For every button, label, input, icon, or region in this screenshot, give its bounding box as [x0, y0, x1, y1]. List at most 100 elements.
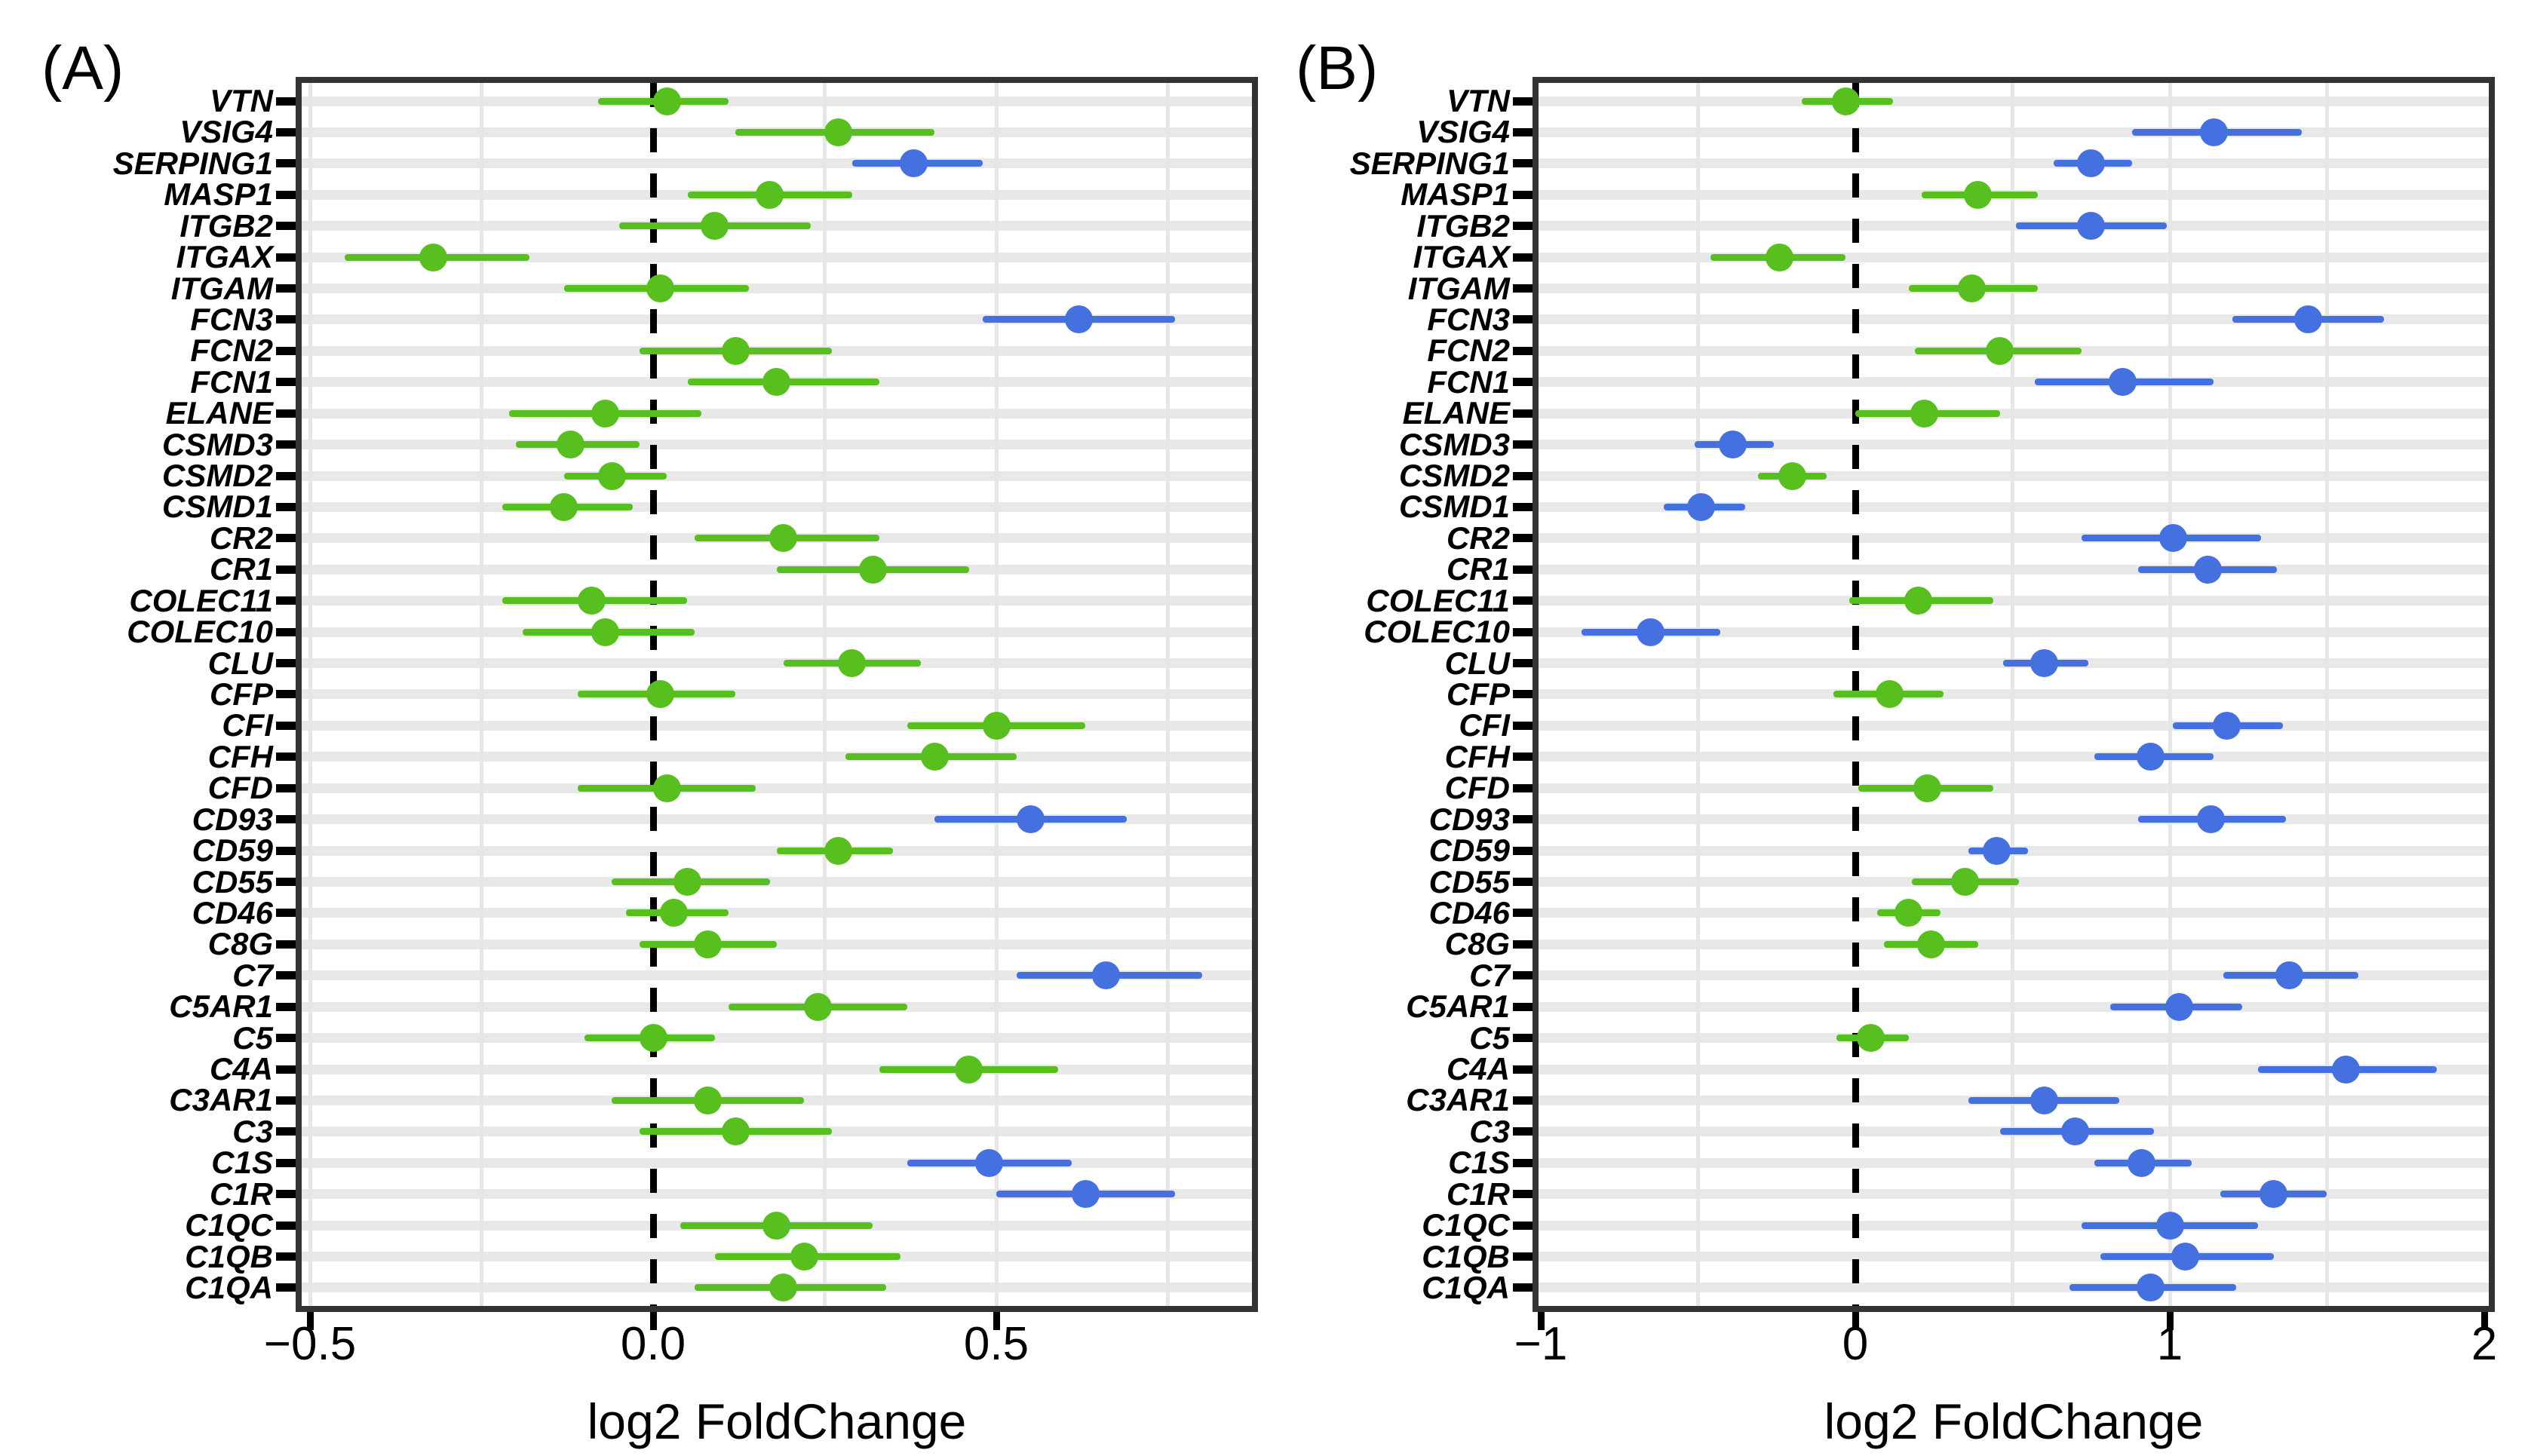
- gene-label: CSMD3: [1398, 426, 1510, 462]
- gene-label: CFH: [1444, 738, 1510, 774]
- gene-label: C1QC: [185, 1207, 273, 1243]
- gene-label: CSMD2: [161, 458, 273, 494]
- row-stripe: [302, 158, 1252, 169]
- data-point: [2155, 1211, 2184, 1240]
- panel-a-tag: (A): [41, 34, 124, 103]
- y-axis-tick: [276, 1252, 296, 1261]
- y-axis-tick: [276, 596, 296, 605]
- gene-label: ITGB2: [179, 207, 273, 244]
- x-tick-label: 2: [2471, 1318, 2498, 1370]
- row-stripe: [302, 596, 1252, 606]
- y-axis-tick: [276, 1190, 296, 1199]
- y-axis-tick: [1513, 1002, 1532, 1011]
- gene-label: C1S: [211, 1145, 273, 1181]
- y-axis-tick: [1513, 502, 1532, 511]
- y-axis-tick: [276, 534, 296, 543]
- y-axis-tick: [276, 222, 296, 231]
- y-axis-tick: [1513, 159, 1532, 168]
- y-axis-tick: [1513, 284, 1532, 293]
- row-stripe: [302, 1033, 1252, 1044]
- gene-label: FCN2: [1427, 333, 1510, 369]
- y-axis-tick: [276, 1158, 296, 1167]
- y-axis-tick: [276, 502, 296, 511]
- y-axis-tick: [1513, 1034, 1532, 1043]
- data-point: [1916, 930, 1945, 958]
- data-point: [955, 1055, 983, 1084]
- y-axis-tick: [1513, 815, 1532, 824]
- data-point: [591, 399, 619, 428]
- row-stripe: [302, 658, 1252, 669]
- y-axis-tick: [276, 284, 296, 293]
- x-axis-tick: [2166, 1312, 2174, 1330]
- data-point: [652, 774, 681, 802]
- data-point: [769, 524, 798, 553]
- gene-label: C1S: [1448, 1145, 1510, 1181]
- data-point: [2293, 305, 2322, 334]
- y-axis-tick: [276, 627, 296, 636]
- data-point: [769, 1274, 798, 1302]
- y-axis-tick: [1513, 97, 1532, 106]
- gene-label: COLEC11: [1366, 582, 1510, 618]
- data-point: [577, 587, 606, 615]
- gene-label: C3: [1469, 1113, 1510, 1149]
- gene-label: ITGAX: [176, 239, 273, 275]
- gene-label: VTN: [1447, 83, 1510, 118]
- data-point: [1831, 87, 1860, 115]
- y-axis-tick: [1513, 909, 1532, 918]
- row-stripe: [302, 752, 1252, 762]
- row-stripe: [302, 627, 1252, 637]
- gene-label: ITGAM: [1407, 270, 1510, 306]
- gene-label: CSMD2: [1398, 458, 1510, 494]
- gene-label: CD55: [1428, 863, 1510, 900]
- y-axis-tick: [276, 315, 296, 324]
- gene-label: CD46: [192, 894, 273, 930]
- y-axis-tick: [276, 971, 296, 980]
- gene-label: CD93: [192, 801, 273, 837]
- y-axis-tick: [276, 721, 296, 730]
- data-point: [762, 1211, 791, 1240]
- y-axis-tick: [1513, 878, 1532, 886]
- data-point: [557, 431, 585, 459]
- y-axis-tick: [1513, 753, 1532, 762]
- gene-label: CSMD3: [161, 426, 273, 462]
- gene-label: VSIG4: [1416, 114, 1510, 150]
- x-tick-label: −1: [1514, 1318, 1568, 1370]
- data-point: [646, 274, 674, 303]
- data-point: [1064, 305, 1093, 334]
- row-stripe: [302, 970, 1252, 981]
- y-axis-tick: [1513, 1127, 1532, 1136]
- data-point: [2030, 1086, 2058, 1114]
- data-point: [858, 555, 887, 584]
- y-axis-tick: [1513, 596, 1532, 605]
- x-tick-label: 0.0: [620, 1318, 686, 1370]
- y-axis-tick: [276, 846, 296, 855]
- data-point: [639, 1024, 667, 1053]
- data-point: [1983, 836, 2011, 865]
- gene-label: CD46: [1428, 894, 1510, 930]
- data-point: [838, 649, 867, 678]
- gene-label: C3AR1: [169, 1082, 273, 1118]
- gene-label: C3AR1: [1406, 1082, 1510, 1118]
- panel-b-x-axis-title: log2 FoldChange: [1824, 1393, 2204, 1449]
- gene-label: C7: [232, 957, 273, 993]
- data-point: [694, 930, 723, 958]
- gene-label: CSMD1: [1398, 489, 1510, 525]
- gene-label: FCN1: [1427, 363, 1510, 400]
- gene-label: C8G: [1444, 926, 1510, 962]
- data-point: [1957, 274, 1986, 303]
- gene-label: FCN3: [190, 301, 273, 337]
- row-stripe: [302, 720, 1252, 731]
- x-axis-tick: [649, 1312, 657, 1330]
- gene-label: CR2: [209, 520, 273, 556]
- y-axis-tick: [1513, 1190, 1532, 1199]
- y-axis-tick: [276, 659, 296, 668]
- gene-label: C1QB: [185, 1238, 273, 1274]
- x-axis-tick: [1537, 1312, 1545, 1330]
- data-point: [1951, 868, 1980, 896]
- gene-label: CFD: [1444, 770, 1510, 806]
- data-point: [1017, 805, 1045, 834]
- gene-label: SERPING1: [112, 145, 273, 181]
- gene-label: COLEC10: [1364, 614, 1510, 650]
- row-stripe: [302, 408, 1252, 418]
- y-axis-tick: [276, 878, 296, 886]
